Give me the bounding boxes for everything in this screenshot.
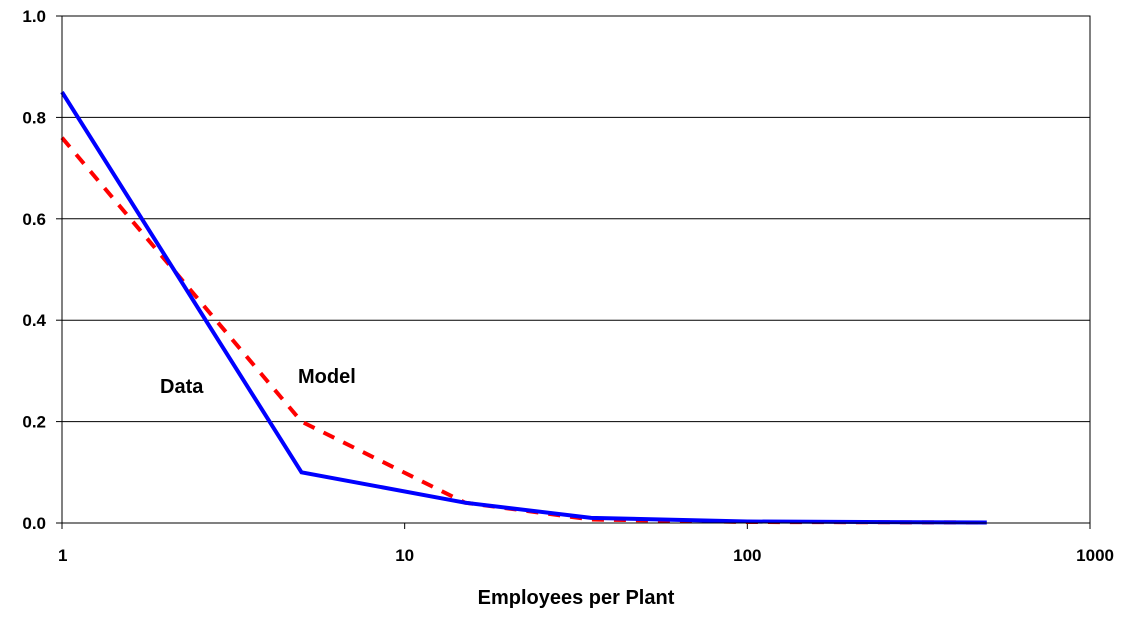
y-tick-label: 1.0 — [22, 7, 46, 26]
grid-lines — [56, 15, 1091, 529]
axes — [61, 15, 1091, 524]
y-tick-label: 0.8 — [22, 108, 46, 127]
y-tick-label: 0.0 — [22, 514, 46, 533]
y-tick-label: 0.2 — [22, 413, 46, 432]
x-axis-title: Employees per Plant — [478, 587, 675, 609]
y-tick-labels: 0.0 0.2 0.4 0.6 0.8 1.0 — [22, 7, 46, 533]
series-label-data: Data — [160, 376, 204, 398]
y-tick-label: 0.4 — [22, 311, 46, 330]
x-tick-label: 1 — [58, 546, 67, 565]
x-tick-label: 100 — [733, 546, 761, 565]
x-tick-label: 10 — [395, 546, 414, 565]
series-lines — [60, 91, 987, 525]
series-label-model: Model — [298, 366, 356, 388]
x-tick-label: 1000 — [1076, 546, 1114, 565]
x-tick-labels: 1 10 100 1000 — [58, 546, 1114, 565]
plot-area-border — [61, 15, 1091, 524]
series-line-data — [60, 91, 987, 525]
y-tick-label: 0.6 — [22, 210, 46, 229]
series-line-model — [60, 136, 987, 525]
